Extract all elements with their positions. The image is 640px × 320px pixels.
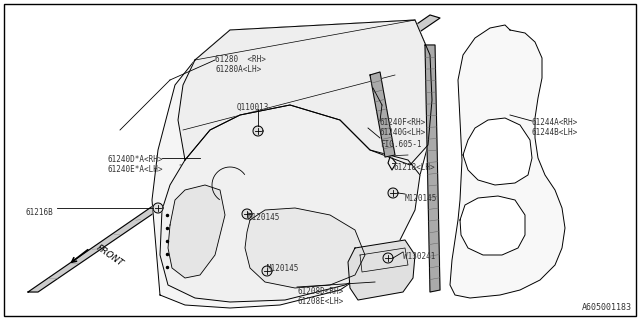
Polygon shape (253, 126, 263, 136)
Text: A605001183: A605001183 (582, 303, 632, 312)
Text: 61208E<LH>: 61208E<LH> (297, 297, 343, 306)
Polygon shape (153, 203, 163, 213)
Text: M120145: M120145 (248, 213, 280, 222)
Polygon shape (370, 72, 395, 157)
Polygon shape (28, 15, 440, 292)
Polygon shape (348, 240, 415, 300)
Polygon shape (425, 45, 440, 292)
Text: 61240F<RH>: 61240F<RH> (380, 118, 426, 127)
Text: Q110013: Q110013 (237, 103, 269, 112)
Text: 61218<LH>: 61218<LH> (394, 163, 436, 172)
Text: 61280A<LH>: 61280A<LH> (215, 65, 261, 74)
Text: W130241: W130241 (403, 252, 435, 261)
Text: 61244A<RH>: 61244A<RH> (532, 118, 579, 127)
Text: 61244B<LH>: 61244B<LH> (532, 128, 579, 137)
Polygon shape (460, 196, 525, 255)
Polygon shape (463, 118, 532, 185)
Polygon shape (160, 105, 420, 302)
Text: 61208D<RH>: 61208D<RH> (297, 287, 343, 296)
Text: FIG.605-1: FIG.605-1 (380, 140, 422, 149)
Polygon shape (245, 208, 365, 288)
Text: M120145: M120145 (267, 264, 300, 273)
Text: 61240E*A<LH>: 61240E*A<LH> (107, 165, 163, 174)
Polygon shape (450, 25, 565, 298)
Polygon shape (262, 266, 272, 276)
Text: FRONT: FRONT (95, 244, 125, 268)
Text: 61240G<LH>: 61240G<LH> (380, 128, 426, 137)
Text: 61216B: 61216B (25, 208, 52, 217)
Polygon shape (152, 20, 432, 308)
Text: 61240D*A<RH>: 61240D*A<RH> (107, 155, 163, 164)
Text: 61280  <RH>: 61280 <RH> (215, 55, 266, 64)
Polygon shape (178, 20, 432, 165)
Polygon shape (242, 209, 252, 219)
Polygon shape (168, 185, 225, 278)
Polygon shape (383, 253, 393, 263)
Polygon shape (388, 188, 398, 198)
Text: M120145: M120145 (405, 194, 437, 203)
